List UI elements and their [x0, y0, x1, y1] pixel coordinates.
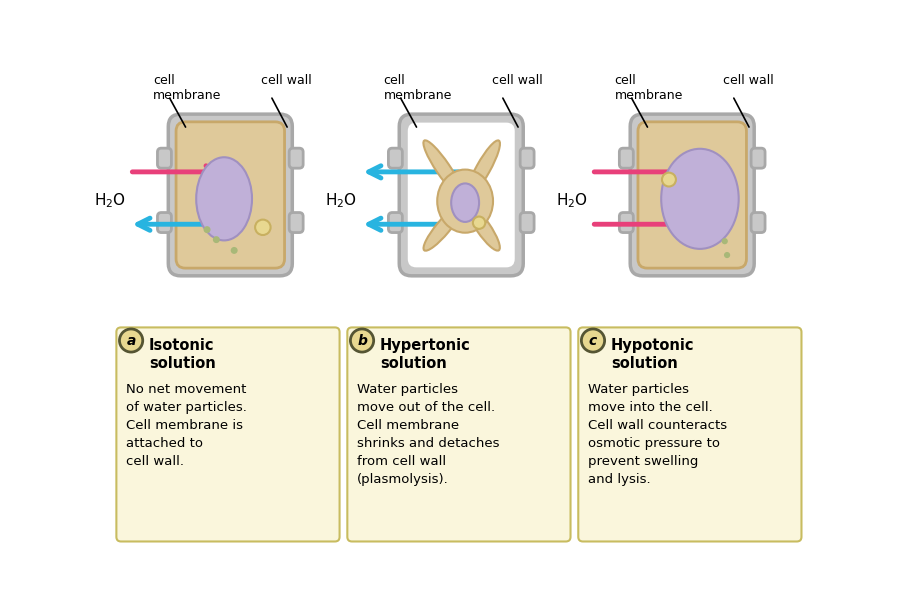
Text: H$_2$O: H$_2$O	[325, 192, 356, 211]
FancyBboxPatch shape	[579, 327, 802, 541]
FancyBboxPatch shape	[168, 114, 292, 276]
FancyBboxPatch shape	[630, 114, 754, 276]
FancyBboxPatch shape	[520, 148, 534, 168]
Ellipse shape	[424, 205, 463, 251]
FancyBboxPatch shape	[158, 148, 171, 168]
Circle shape	[203, 226, 211, 233]
FancyBboxPatch shape	[400, 114, 523, 276]
FancyBboxPatch shape	[289, 213, 303, 233]
Text: cell
membrane: cell membrane	[153, 74, 221, 102]
Ellipse shape	[196, 157, 252, 240]
Text: cell
membrane: cell membrane	[383, 74, 452, 102]
Ellipse shape	[423, 141, 463, 197]
Circle shape	[120, 329, 143, 352]
Text: Water particles
move into the cell.
Cell wall counteracts
osmotic pressure to
pr: Water particles move into the cell. Cell…	[588, 383, 726, 486]
Text: a: a	[126, 334, 136, 348]
FancyBboxPatch shape	[116, 327, 339, 541]
Circle shape	[662, 173, 676, 186]
Text: H$_2$O: H$_2$O	[94, 192, 126, 211]
Ellipse shape	[451, 183, 479, 222]
Text: Hypertonic
solution: Hypertonic solution	[380, 338, 471, 371]
Text: Water particles
move out of the cell.
Cell membrane
shrinks and detaches
from ce: Water particles move out of the cell. Ce…	[356, 383, 500, 486]
Ellipse shape	[662, 149, 739, 249]
Ellipse shape	[437, 170, 493, 233]
FancyBboxPatch shape	[389, 148, 402, 168]
Text: No net movement
of water particles.
Cell membrane is
attached to
cell wall.: No net movement of water particles. Cell…	[126, 383, 247, 468]
Circle shape	[213, 236, 220, 243]
Text: c: c	[589, 334, 597, 348]
FancyBboxPatch shape	[389, 213, 402, 233]
FancyBboxPatch shape	[408, 123, 515, 268]
FancyBboxPatch shape	[520, 213, 534, 233]
Text: H$_2$O: H$_2$O	[555, 192, 588, 211]
Text: cell wall: cell wall	[492, 74, 543, 87]
Circle shape	[230, 247, 238, 254]
Text: cell wall: cell wall	[261, 74, 312, 87]
FancyBboxPatch shape	[289, 148, 303, 168]
Circle shape	[722, 238, 728, 244]
Text: Isotonic
solution: Isotonic solution	[148, 338, 216, 371]
Ellipse shape	[467, 141, 500, 196]
FancyBboxPatch shape	[619, 213, 634, 233]
FancyBboxPatch shape	[638, 122, 746, 268]
Text: cell
membrane: cell membrane	[615, 74, 683, 102]
Text: Hypotonic
solution: Hypotonic solution	[611, 338, 694, 371]
Circle shape	[581, 329, 605, 352]
FancyBboxPatch shape	[752, 148, 765, 168]
Text: cell wall: cell wall	[724, 74, 774, 87]
Circle shape	[350, 329, 374, 352]
FancyBboxPatch shape	[619, 148, 634, 168]
FancyBboxPatch shape	[752, 213, 765, 233]
Text: b: b	[357, 334, 367, 348]
Circle shape	[255, 219, 271, 235]
Ellipse shape	[467, 205, 500, 251]
FancyBboxPatch shape	[176, 122, 284, 268]
Circle shape	[472, 216, 485, 229]
FancyBboxPatch shape	[347, 327, 571, 541]
FancyBboxPatch shape	[158, 213, 171, 233]
Circle shape	[724, 252, 730, 258]
